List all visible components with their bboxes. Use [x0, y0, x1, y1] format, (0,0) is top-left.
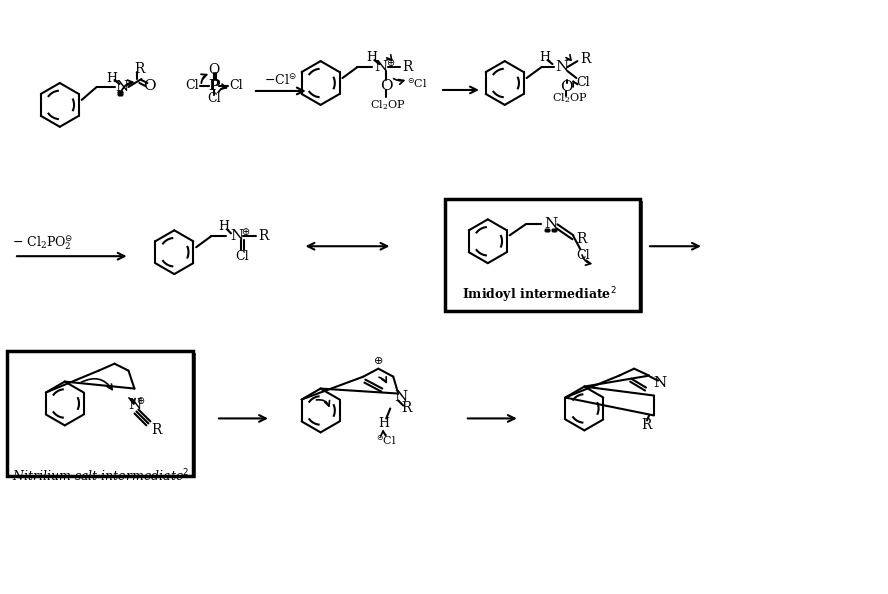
Text: $\oplus$: $\oplus$: [385, 56, 395, 68]
Text: R: R: [134, 62, 145, 76]
Text: R: R: [151, 424, 162, 437]
Text: Imidoyl intermediate$^2$: Imidoyl intermediate$^2$: [463, 285, 617, 305]
Text: O: O: [143, 79, 155, 93]
Text: N: N: [375, 60, 388, 74]
Text: Cl: Cl: [576, 75, 591, 89]
Text: P: P: [209, 79, 220, 93]
Text: $\oplus$: $\oplus$: [242, 226, 250, 237]
Text: ${}^{\circleddash}\mathregular{Cl}$: ${}^{\circleddash}\mathregular{Cl}$: [407, 77, 427, 90]
Text: $\mathregular{Cl_2OP}$: $\mathregular{Cl_2OP}$: [552, 91, 588, 105]
Text: H: H: [366, 50, 377, 64]
Text: R: R: [580, 52, 591, 66]
Text: H: H: [377, 417, 389, 430]
Text: O: O: [380, 79, 392, 93]
Text: N: N: [115, 80, 128, 94]
Text: N: N: [394, 390, 408, 403]
Text: H: H: [218, 220, 229, 233]
Text: $-\mathregular{Cl}^{\circleddash}$: $-\mathregular{Cl}^{\circleddash}$: [265, 72, 297, 87]
Text: ${}^{\circleddash}\mathregular{Cl}$: ${}^{\circleddash}\mathregular{Cl}$: [376, 434, 397, 447]
Text: R: R: [576, 232, 587, 247]
Text: $\mathregular{Cl_2OP}$: $\mathregular{Cl_2OP}$: [370, 98, 406, 112]
FancyBboxPatch shape: [445, 200, 640, 311]
Text: O: O: [209, 63, 219, 77]
Text: O: O: [560, 80, 573, 94]
Text: $-\ \mathregular{Cl_2PO_2^{\circleddash}}$: $-\ \mathregular{Cl_2PO_2^{\circleddash}…: [12, 233, 74, 252]
Text: N: N: [654, 375, 667, 390]
FancyBboxPatch shape: [10, 353, 196, 478]
Text: Cl: Cl: [229, 80, 242, 93]
FancyBboxPatch shape: [448, 201, 643, 313]
Text: N: N: [543, 217, 557, 231]
Text: R: R: [402, 60, 412, 74]
Text: N: N: [230, 229, 243, 244]
FancyBboxPatch shape: [7, 350, 194, 476]
Text: N: N: [555, 60, 568, 74]
Text: Cl: Cl: [186, 80, 199, 93]
Text: R: R: [258, 229, 269, 244]
Text: H: H: [106, 71, 117, 84]
Text: Cl: Cl: [207, 93, 221, 105]
Text: Nitrilium salt intermediate$^2$: Nitrilium salt intermediate$^2$: [12, 468, 189, 485]
Text: R: R: [641, 418, 651, 432]
Text: $\oplus$: $\oplus$: [136, 395, 145, 406]
Text: Cl: Cl: [235, 249, 249, 263]
Text: $\oplus$: $\oplus$: [373, 355, 384, 366]
Text: R: R: [401, 402, 411, 415]
Text: N: N: [128, 399, 141, 412]
Text: Cl: Cl: [576, 249, 591, 262]
Text: H: H: [539, 50, 550, 64]
